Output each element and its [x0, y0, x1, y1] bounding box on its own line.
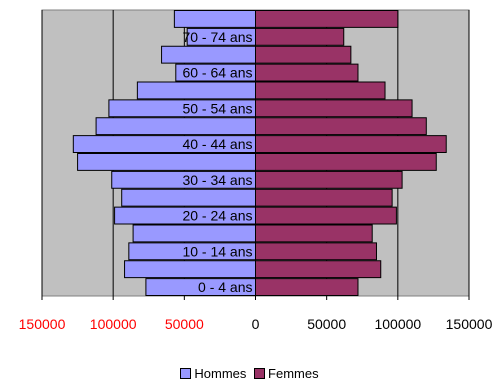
category-label: 70 - 74 ans	[182, 29, 252, 45]
bar-femmes	[255, 206, 397, 225]
category-label: 0 - 4 ans	[198, 279, 252, 295]
bar-femmes	[255, 63, 359, 82]
legend-label-hommes: Hommes	[194, 366, 247, 381]
bar-femmes	[255, 99, 413, 118]
bar-femmes	[255, 278, 359, 296]
bar-femmes	[255, 224, 373, 243]
legend-swatch-femmes	[254, 368, 266, 379]
tick-label: 150000	[19, 316, 66, 332]
tick-label: 100000	[90, 316, 137, 332]
bar-hommes	[121, 188, 256, 207]
x-axis-ticks: 150000 100000 50000 0 50000 100000 150000	[19, 296, 493, 332]
bars	[72, 10, 447, 296]
bar-hommes	[77, 153, 257, 171]
bar-femmes	[255, 27, 345, 46]
bar-hommes	[161, 45, 256, 64]
bar-femmes	[255, 135, 447, 153]
legend-label-femmes: Femmes	[268, 366, 319, 381]
bar-hommes	[132, 224, 257, 243]
legend: Hommes Femmes	[0, 366, 499, 382]
bar-femmes	[255, 117, 427, 136]
legend-item-femmes: Femmes	[254, 366, 319, 381]
bar-femmes	[255, 153, 437, 171]
legend-item-hommes: Hommes	[180, 366, 246, 381]
category-label: 30 - 34 ans	[182, 172, 252, 188]
tick-label: 50000	[307, 316, 346, 332]
bar-femmes	[255, 188, 393, 207]
bar-femmes	[255, 242, 377, 261]
bar-femmes	[255, 10, 399, 28]
tick-label: 0	[252, 316, 260, 332]
tick-label: 100000	[374, 316, 421, 332]
bar-femmes	[255, 260, 382, 279]
tick-label: 50000	[165, 316, 204, 332]
bar-hommes	[95, 117, 256, 136]
category-label: 60 - 64 ans	[182, 65, 252, 81]
tick-label: 150000	[446, 316, 493, 332]
bar-hommes	[173, 10, 256, 28]
category-labels: 0 - 4 ans 10 - 14 ans 20 - 24 ans 30 - 34 a…	[182, 29, 252, 295]
category-label: 20 - 24 ans	[182, 208, 252, 224]
bar-hommes	[124, 260, 257, 279]
category-label: 50 - 54 ans	[182, 100, 252, 116]
bar-femmes	[255, 45, 352, 64]
category-label: 40 - 44 ans	[182, 136, 252, 152]
category-label: 10 - 14 ans	[182, 243, 252, 259]
bar-femmes	[255, 170, 403, 189]
bar-hommes	[136, 81, 256, 100]
bar-femmes	[255, 81, 386, 100]
legend-swatch-hommes	[180, 368, 192, 379]
